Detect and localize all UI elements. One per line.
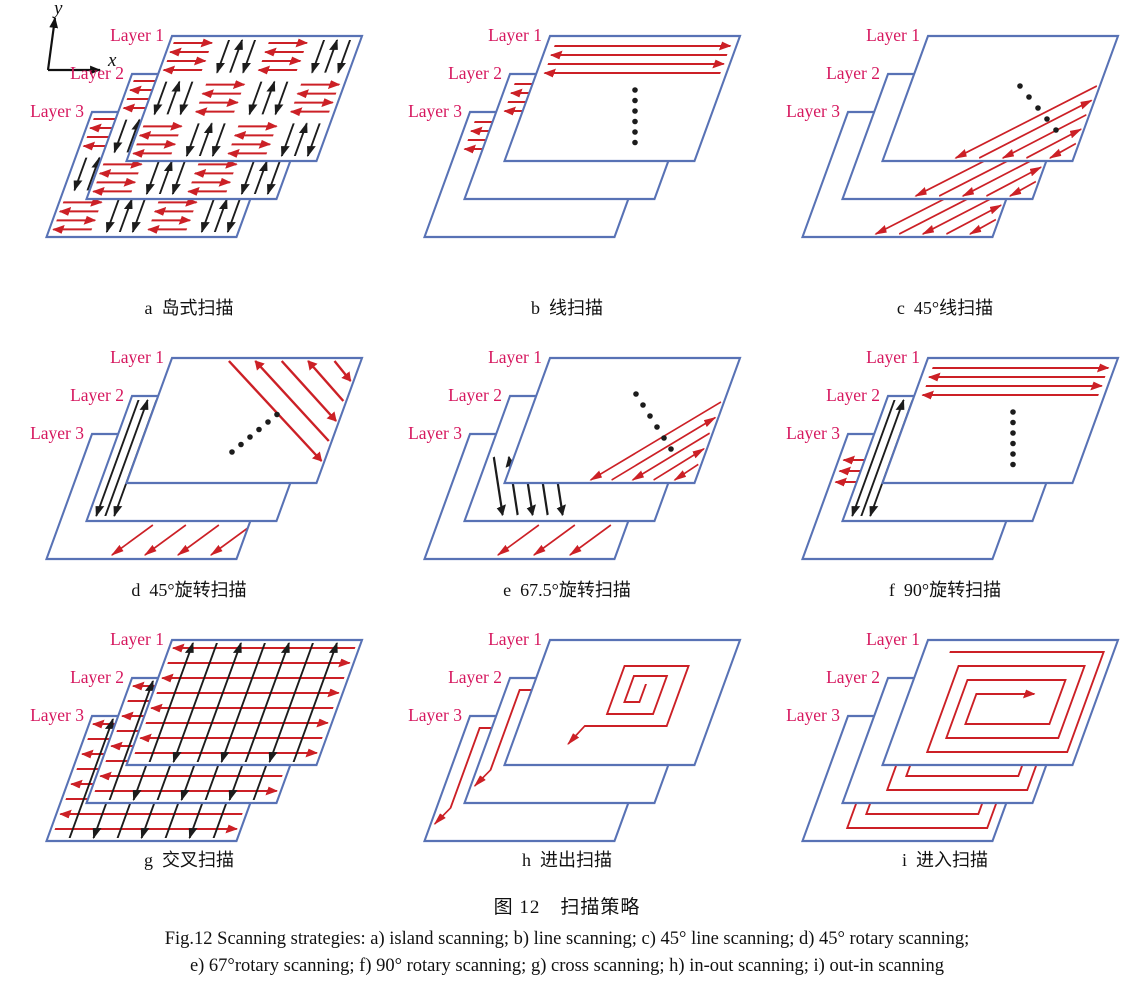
layer-3-label: Layer 3 xyxy=(408,423,462,443)
scan-diagram-45-rotary xyxy=(45,356,364,561)
layer-3-label: Layer 3 xyxy=(786,101,840,121)
panel-title: 45°线扫描 xyxy=(913,298,994,318)
layer-2-label: Layer 2 xyxy=(826,385,880,405)
panel-caption-e: e 67.5°旋转扫描 xyxy=(378,576,756,602)
panel-letter: i xyxy=(901,850,907,870)
panel-letter: d xyxy=(131,580,141,600)
layer-2-label: Layer 2 xyxy=(448,63,502,83)
layer-1-label: Layer 1 xyxy=(110,347,164,367)
layer-1-label: Layer 1 xyxy=(866,347,920,367)
y-axis-label: y xyxy=(54,0,63,19)
panel-caption-c: c 45°线扫描 xyxy=(756,294,1134,320)
layer-1-label: Layer 1 xyxy=(488,25,542,45)
layer-1-label: Layer 1 xyxy=(866,629,920,649)
panel-caption-d: d 45°旋转扫描 xyxy=(0,576,378,602)
layer-1-label: Layer 1 xyxy=(110,629,164,649)
panel-letter: h xyxy=(522,850,531,870)
layer-2-label: Layer 2 xyxy=(448,385,502,405)
layer-3-label: Layer 3 xyxy=(786,705,840,725)
layer-3-label: Layer 3 xyxy=(786,423,840,443)
scan-diagram-island xyxy=(45,34,364,239)
scan-diagram-675-rotary xyxy=(423,356,742,561)
panel-letter: f xyxy=(888,580,895,600)
scan-diagram-90-rotary xyxy=(801,356,1120,561)
panel-letter: g xyxy=(144,850,153,870)
layer-3-label: Layer 3 xyxy=(408,101,462,121)
panel-title: 岛式扫描 xyxy=(161,298,234,318)
layer-2-label: Layer 2 xyxy=(70,385,124,405)
panel-title: 线扫描 xyxy=(549,298,603,318)
scan-diagram-out-in xyxy=(801,638,1120,843)
layer-1-label: Layer 1 xyxy=(488,347,542,367)
figure-caption-en-line1: Fig.12 Scanning strategies: a) island sc… xyxy=(164,929,970,949)
layer-1-label: Layer 1 xyxy=(488,629,542,649)
layer-1-label: Layer 1 xyxy=(110,25,164,45)
xy-axis-indicator: y x xyxy=(24,0,144,96)
panel-caption-f: f 90°旋转扫描 xyxy=(756,576,1134,602)
layer-3-label: Layer 3 xyxy=(408,705,462,725)
panel-title: 进出扫描 xyxy=(540,850,612,870)
panel-title: 交叉扫描 xyxy=(162,850,234,870)
layer-2-label: Layer 2 xyxy=(448,667,502,687)
scan-diagram-cross xyxy=(45,638,364,843)
scan-diagram-in-out xyxy=(423,638,742,843)
layer-2-label: Layer 2 xyxy=(70,63,124,83)
panel-letter: b xyxy=(531,298,540,318)
panel-letter: e xyxy=(503,580,512,600)
layer-3-label: Layer 3 xyxy=(30,423,84,443)
layer-3-label: Layer 3 xyxy=(30,101,84,121)
xy-axis-icon xyxy=(46,16,102,75)
layer-2-label: Layer 2 xyxy=(826,63,880,83)
panel-caption-h: h 进出扫描 xyxy=(378,846,756,872)
panel-caption-g: g 交叉扫描 xyxy=(0,846,378,872)
panel-letter: c xyxy=(896,298,905,318)
panel-title: 进入扫描 xyxy=(916,850,988,870)
layer-3-label: Layer 3 xyxy=(30,705,84,725)
panel-caption-a: a 岛式扫描 xyxy=(0,294,378,320)
layer-1-label: Layer 1 xyxy=(866,25,920,45)
figure-caption-en-line2: e) 67°rotary scanning; f) 90° rotary sca… xyxy=(189,956,945,976)
layer-2-label: Layer 2 xyxy=(70,667,124,687)
panel-letter: a xyxy=(144,298,153,318)
scan-diagram-line xyxy=(423,34,742,239)
panel-title: 45°旋转扫描 xyxy=(149,580,247,600)
layer-2-label: Layer 2 xyxy=(826,667,880,687)
panel-caption-b: b 线扫描 xyxy=(378,294,756,320)
panel-caption-i: i 进入扫描 xyxy=(756,846,1134,872)
x-axis-label: x xyxy=(108,50,117,71)
panel-title: 90°旋转扫描 xyxy=(903,580,1002,600)
scan-diagram-45-line xyxy=(801,34,1120,239)
figure-caption-zh: 图 12 扫描策略 xyxy=(493,897,641,918)
figure-caption: 图 12 扫描策略 Fig.12 Scanning strategies: a)… xyxy=(0,892,1134,980)
panel-title: 67.5°旋转扫描 xyxy=(520,580,631,600)
